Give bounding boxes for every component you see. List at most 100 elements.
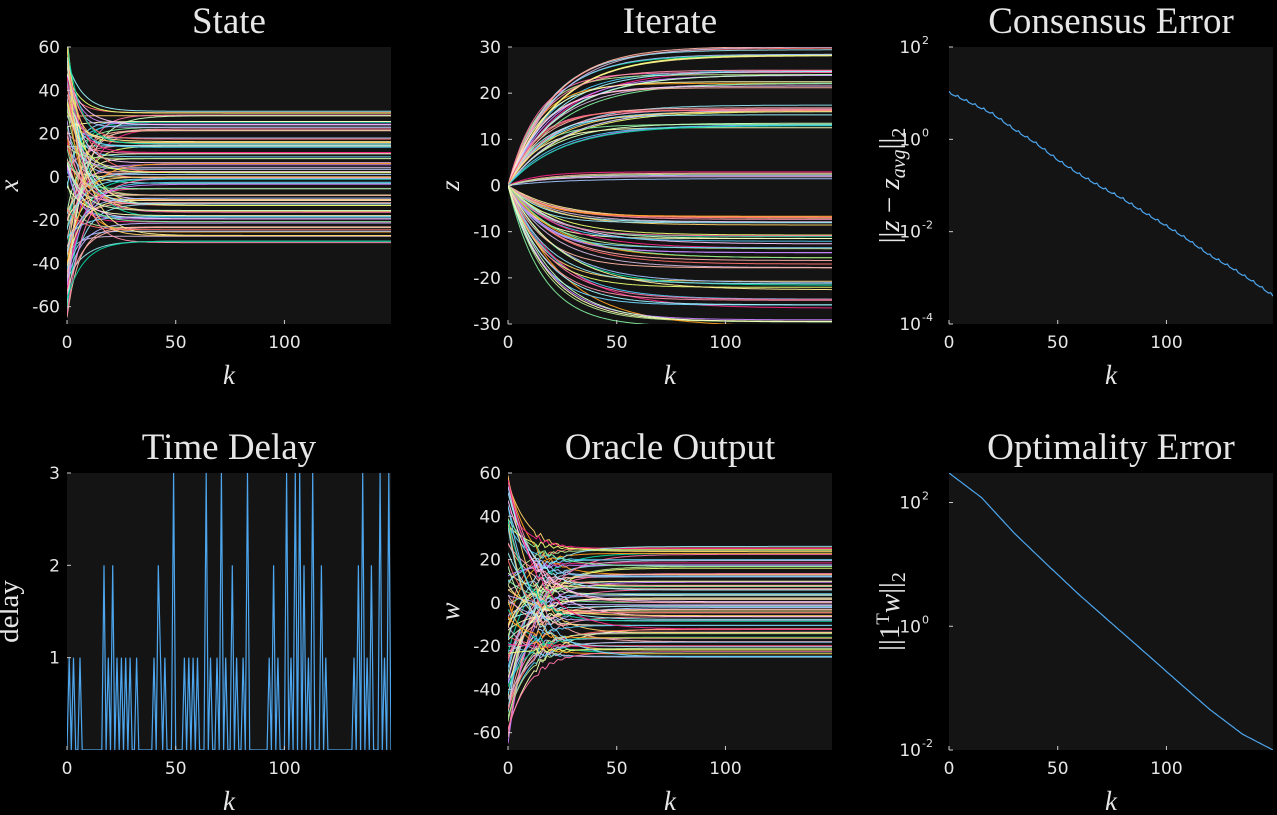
oracle-series-line xyxy=(508,500,832,603)
state-series-line xyxy=(67,145,391,159)
state-series-line xyxy=(67,176,391,213)
delay-plot-area xyxy=(67,473,391,750)
iterate-xlabel: k xyxy=(664,360,677,390)
oracle-series-line xyxy=(508,647,832,655)
oracle-series-line xyxy=(508,651,832,729)
state-series-line xyxy=(67,216,391,238)
delay-xtick-label: 50 xyxy=(165,759,187,779)
oracle-series-line xyxy=(508,586,832,606)
oracle-series-group xyxy=(508,475,832,744)
oracle-series-line xyxy=(508,520,832,622)
state-series-line xyxy=(67,74,391,126)
iterate-ylabel: z xyxy=(435,180,465,192)
state-series-line xyxy=(67,102,391,174)
state-ytick-label: 20 xyxy=(38,125,60,145)
oracle-series-line xyxy=(508,580,832,626)
optimality-ylabel-part: w xyxy=(874,593,906,613)
oracle-series-line xyxy=(508,581,832,744)
oracle-panel: Oracle Output k w 0 50 100 -60 -40 -20 0 20 40 60 xyxy=(435,427,832,815)
consensus-series-group xyxy=(949,90,1273,297)
iterate-ytick-label: 30 xyxy=(479,38,501,58)
iterate-series-line xyxy=(508,74,832,186)
oracle-series-line xyxy=(508,597,832,679)
iterate-title: Iterate xyxy=(623,1,717,42)
iterate-series-line xyxy=(508,171,832,186)
oracle-series-line xyxy=(508,543,832,587)
state-ytick-label: -20 xyxy=(32,211,60,231)
iterate-series-line xyxy=(508,176,832,186)
state-series-line xyxy=(67,178,391,311)
state-series-line xyxy=(67,76,391,153)
oracle-series-line xyxy=(508,594,832,617)
oracle-series-line xyxy=(508,505,832,658)
iterate-series-line xyxy=(508,55,832,186)
oracle-series-line xyxy=(508,475,832,634)
iterate-series-line xyxy=(508,87,832,186)
consensus-xtick-label: 100 xyxy=(1150,333,1182,353)
iterate-series-line xyxy=(508,109,832,186)
oracle-ytick-label: 20 xyxy=(479,551,501,571)
iterate-ytick-label: 20 xyxy=(479,84,501,104)
oracle-ytick-label: 40 xyxy=(479,507,501,527)
iterate-series-line xyxy=(508,185,832,239)
oracle-series-line xyxy=(508,636,832,687)
iterate-series-line xyxy=(508,185,832,300)
iterate-series-line xyxy=(508,104,832,186)
consensus-xtick-label: 0 xyxy=(944,333,955,353)
oracle-series-line xyxy=(508,647,832,717)
delay-series-group xyxy=(67,473,391,750)
consensus-panel: Consensus Error k ||z − zavg||2 0 50 10010… xyxy=(874,1,1273,390)
iterate-xtick-label: 50 xyxy=(606,333,628,353)
oracle-series-line xyxy=(508,572,832,596)
delay-title: Time Delay xyxy=(142,427,317,468)
state-series-line xyxy=(67,82,391,213)
iterate-ytick-label: -30 xyxy=(473,315,501,335)
state-series-line xyxy=(67,115,391,281)
oracle-xtick-label: 0 xyxy=(503,759,514,779)
consensus-ylabel-part: z xyxy=(874,178,906,190)
state-series-line xyxy=(67,121,391,128)
consensus-ylabel-part: || xyxy=(874,232,906,244)
state-series-line xyxy=(67,178,391,230)
iterate-series-line xyxy=(508,185,832,291)
oracle-ytick-label: -60 xyxy=(473,724,501,744)
iterate-series-line xyxy=(508,85,832,186)
oracle-ytick-label: -40 xyxy=(473,680,501,700)
iterate-series-line xyxy=(508,82,832,186)
state-series-line xyxy=(67,197,391,253)
iterate-series-line xyxy=(508,185,832,283)
consensus-ytick-exponent: 2 xyxy=(922,34,929,47)
state-series-line xyxy=(67,47,391,244)
iterate-series-line xyxy=(508,124,832,186)
iterate-series-line xyxy=(508,71,832,186)
iterate-series-line xyxy=(508,114,832,186)
delay-ytick-label: 2 xyxy=(49,556,60,576)
state-series-line xyxy=(67,145,391,148)
oracle-xtick-label: 50 xyxy=(606,759,628,779)
delay-ytick-label: 1 xyxy=(49,649,60,669)
iterate-series-line xyxy=(508,185,832,245)
iterate-series-line xyxy=(508,185,832,220)
iterate-series-line xyxy=(508,185,832,217)
oracle-series-line xyxy=(508,635,832,648)
state-series-line xyxy=(67,186,391,217)
state-series-line xyxy=(67,60,391,112)
state-xlabel: k xyxy=(223,360,236,390)
consensus-ylabel-part: − xyxy=(874,190,906,221)
iterate-series-line xyxy=(508,49,832,186)
consensus-ytick-exponent: 0 xyxy=(922,126,929,139)
oracle-ytick-label: 60 xyxy=(479,464,501,484)
delay-xtick-label: 0 xyxy=(62,759,73,779)
oracle-series-line xyxy=(508,518,832,567)
oracle-series-line xyxy=(508,552,832,627)
optimality-ylabel: ||1Tw||2 xyxy=(873,572,910,651)
iterate-series-line xyxy=(508,185,832,265)
state-series-line xyxy=(67,209,391,231)
optimality-series-group xyxy=(949,473,1273,750)
iterate-ytick-label: 0 xyxy=(490,177,501,197)
iterate-series-line xyxy=(508,69,832,186)
state-series-line xyxy=(67,162,391,211)
oracle-series-line xyxy=(508,641,832,700)
state-ytick-label: -40 xyxy=(32,254,60,274)
